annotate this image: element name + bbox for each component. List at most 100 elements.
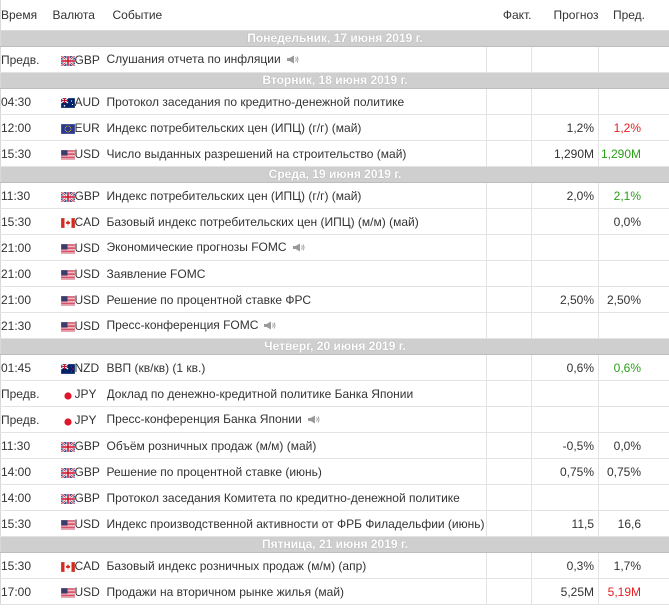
event-previous: 0,75% xyxy=(598,458,669,485)
event-actual xyxy=(486,234,532,261)
event-name-cell[interactable]: Решение по процентной ставке (июнь) xyxy=(106,458,487,485)
event-row[interactable]: Предв. JPY Доклад по денежно-кредитной пол… xyxy=(0,380,669,407)
event-name-cell[interactable]: Индекс потребительских цен (ИПЦ) (г/г) (… xyxy=(106,182,487,209)
event-name-cell[interactable]: Пресс-конференция Банка Японии xyxy=(106,406,487,433)
event-forecast: 5,25M xyxy=(531,578,599,605)
event-name-link[interactable]: Пресс-конференция FOMC xyxy=(106,318,259,333)
event-previous: 5,19M xyxy=(598,578,669,605)
event-row[interactable]: 14:00 GBP Протокол заседания Комитета по к… xyxy=(0,484,669,511)
event-time: Предв. xyxy=(0,406,53,433)
event-name-link[interactable]: Индекс потребительских цен (ИПЦ) (г/г) (… xyxy=(106,120,362,135)
day-header-label: Вторник, 18 июня 2019 г. xyxy=(0,72,669,89)
header-actual[interactable]: Факт. xyxy=(486,0,532,31)
header-time[interactable]: Время xyxy=(0,0,53,31)
event-name-link[interactable]: Доклад по денежно-кредитной политике Бан… xyxy=(106,386,414,401)
event-name-cell[interactable]: ВВП (кв/кв) (1 кв.) xyxy=(106,354,487,381)
event-row[interactable]: 21:00 USD Заявление FOMC xyxy=(0,260,669,287)
event-row[interactable]: 15:30 USD Число выданных разрешений на стр… xyxy=(0,140,669,167)
event-name-link[interactable]: Базовый индекс потребительских цен (ИПЦ)… xyxy=(106,214,419,229)
event-name-link[interactable]: Протокол заседания по кредитно-денежной … xyxy=(106,94,405,109)
event-name-cell[interactable]: Число выданных разрешений на строительст… xyxy=(106,140,487,167)
event-currency: USD xyxy=(74,578,107,605)
event-row[interactable]: 21:00 USD Решение по процентной ставке ФРС… xyxy=(0,286,669,313)
event-name-link[interactable]: Протокол заседания Комитета по кредитно-… xyxy=(106,490,460,505)
event-name-cell[interactable]: Базовый индекс потребительских цен (ИПЦ)… xyxy=(106,208,487,235)
us-flag-icon xyxy=(60,295,75,307)
flag-cell xyxy=(52,432,75,459)
event-name-cell[interactable]: Слушания отчета по инфляции xyxy=(106,46,487,73)
event-name-cell[interactable]: Решение по процентной ставке ФРС xyxy=(106,286,487,313)
event-row[interactable]: Предв. GBP Слушания отчета по инфляции xyxy=(0,46,669,73)
event-row[interactable]: 04:30 AUD Протокол заседания по кредитно-д… xyxy=(0,88,669,115)
flag-cell xyxy=(52,578,75,605)
ca-flag-icon xyxy=(60,561,75,573)
us-flag-icon xyxy=(60,321,75,333)
event-row[interactable]: 12:00 EUR Индекс потребительских цен (ИПЦ)… xyxy=(0,114,669,141)
event-name-link[interactable]: Продажи на вторичном рынке жилья (май) xyxy=(106,584,345,599)
header-previous[interactable]: Пред. xyxy=(598,0,669,31)
event-row[interactable]: 01:45 NZD ВВП (кв/кв) (1 кв.) 0,6% 0,6% xyxy=(0,354,669,381)
event-name-link[interactable]: Решение по процентной ставке ФРС xyxy=(106,292,311,307)
event-row[interactable]: 21:30 USD Пресс-конференция FOMC xyxy=(0,312,669,339)
event-actual xyxy=(486,88,532,115)
event-name-link[interactable]: Пресс-конференция Банка Японии xyxy=(106,412,302,427)
event-currency: GBP xyxy=(74,432,107,459)
flag-cell xyxy=(52,260,75,287)
event-row[interactable]: 11:30 GBP Индекс потребительских цен (ИПЦ)… xyxy=(0,182,669,209)
event-name-cell[interactable]: Продажи на вторичном рынке жилья (май) xyxy=(106,578,487,605)
us-flag-icon xyxy=(60,149,75,161)
speech-icon xyxy=(286,53,300,67)
event-name-cell[interactable]: Протокол заседания по кредитно-денежной … xyxy=(106,88,487,115)
event-name-link[interactable]: Слушания отчета по инфляции xyxy=(106,52,281,67)
event-time: 21:00 xyxy=(0,260,53,287)
event-previous xyxy=(598,260,669,287)
event-name-cell[interactable]: Базовый индекс розничных продаж (м/м) (а… xyxy=(106,552,487,579)
event-actual xyxy=(486,140,532,167)
event-name-link[interactable]: Решение по процентной ставке (июнь) xyxy=(106,464,322,479)
event-row[interactable]: 15:30 CAD Базовый индекс потребительских ц… xyxy=(0,208,669,235)
event-forecast: 0,6% xyxy=(531,354,599,381)
event-name-cell[interactable]: Индекс потребительских цен (ИПЦ) (г/г) (… xyxy=(106,114,487,141)
event-forecast xyxy=(531,88,599,115)
event-row[interactable]: 17:00 USD Продажи на вторичном рынке жилья… xyxy=(0,578,669,605)
event-actual xyxy=(486,46,532,73)
event-name-link[interactable]: Индекс производственной активности от ФР… xyxy=(106,516,485,531)
flag-cell xyxy=(52,46,75,73)
event-row[interactable]: 21:00 USD Экономические прогнозы FOMC xyxy=(0,234,669,261)
event-time: 01:45 xyxy=(0,354,53,381)
event-name-link[interactable]: Число выданных разрешений на строительст… xyxy=(106,146,407,161)
event-previous: 1,2% xyxy=(598,114,669,141)
event-name-cell[interactable]: Экономические прогнозы FOMC xyxy=(106,234,487,261)
event-row[interactable]: 15:30 USD Индекс производственной активнос… xyxy=(0,510,669,537)
event-forecast: -0,5% xyxy=(531,432,599,459)
event-time: 15:30 xyxy=(0,510,53,537)
event-name-link[interactable]: Объём розничных продаж (м/м) (май) xyxy=(106,438,317,453)
event-row[interactable]: 11:30 GBP Объём розничных продаж (м/м) (ма… xyxy=(0,432,669,459)
event-actual xyxy=(486,286,532,313)
event-name-cell[interactable]: Индекс производственной активности от ФР… xyxy=(106,510,487,537)
uk-flag-icon xyxy=(59,493,75,506)
event-name-cell[interactable]: Пресс-конференция FOMC xyxy=(106,312,487,339)
event-name-cell[interactable]: Заявление FOMC xyxy=(106,260,487,287)
jp-flag-icon xyxy=(61,389,75,400)
header-currency[interactable]: Валюта xyxy=(52,0,107,31)
event-name-link[interactable]: Заявление FOMC xyxy=(106,266,206,281)
event-row[interactable]: Предв. JPY Пресс-конференция Банка Японии xyxy=(0,406,669,433)
event-name-cell[interactable]: Протокол заседания Комитета по кредитно-… xyxy=(106,484,487,511)
header-forecast[interactable]: Прогноз xyxy=(531,0,599,31)
event-name-cell[interactable]: Доклад по денежно-кредитной политике Бан… xyxy=(106,380,487,407)
event-row[interactable]: 14:00 GBP Решение по процентной ставке (ию… xyxy=(0,458,669,485)
event-time: 21:00 xyxy=(0,234,53,261)
event-previous: 2,1% xyxy=(598,182,669,209)
event-currency: USD xyxy=(74,510,107,537)
event-row[interactable]: 15:30 CAD Базовый индекс розничных продаж … xyxy=(0,552,669,579)
event-name-link[interactable]: Базовый индекс розничных продаж (м/м) (а… xyxy=(106,558,367,573)
flag-cell xyxy=(52,380,75,407)
event-forecast xyxy=(531,406,599,433)
event-name-cell[interactable]: Объём розничных продаж (м/м) (май) xyxy=(106,432,487,459)
event-name-link[interactable]: Экономические прогнозы FOMC xyxy=(106,240,287,255)
header-event[interactable]: Событие xyxy=(106,0,487,31)
event-name-link[interactable]: ВВП (кв/кв) (1 кв.) xyxy=(106,360,206,375)
event-currency: JPY xyxy=(74,380,107,407)
event-name-link[interactable]: Индекс потребительских цен (ИПЦ) (г/г) (… xyxy=(106,188,362,203)
